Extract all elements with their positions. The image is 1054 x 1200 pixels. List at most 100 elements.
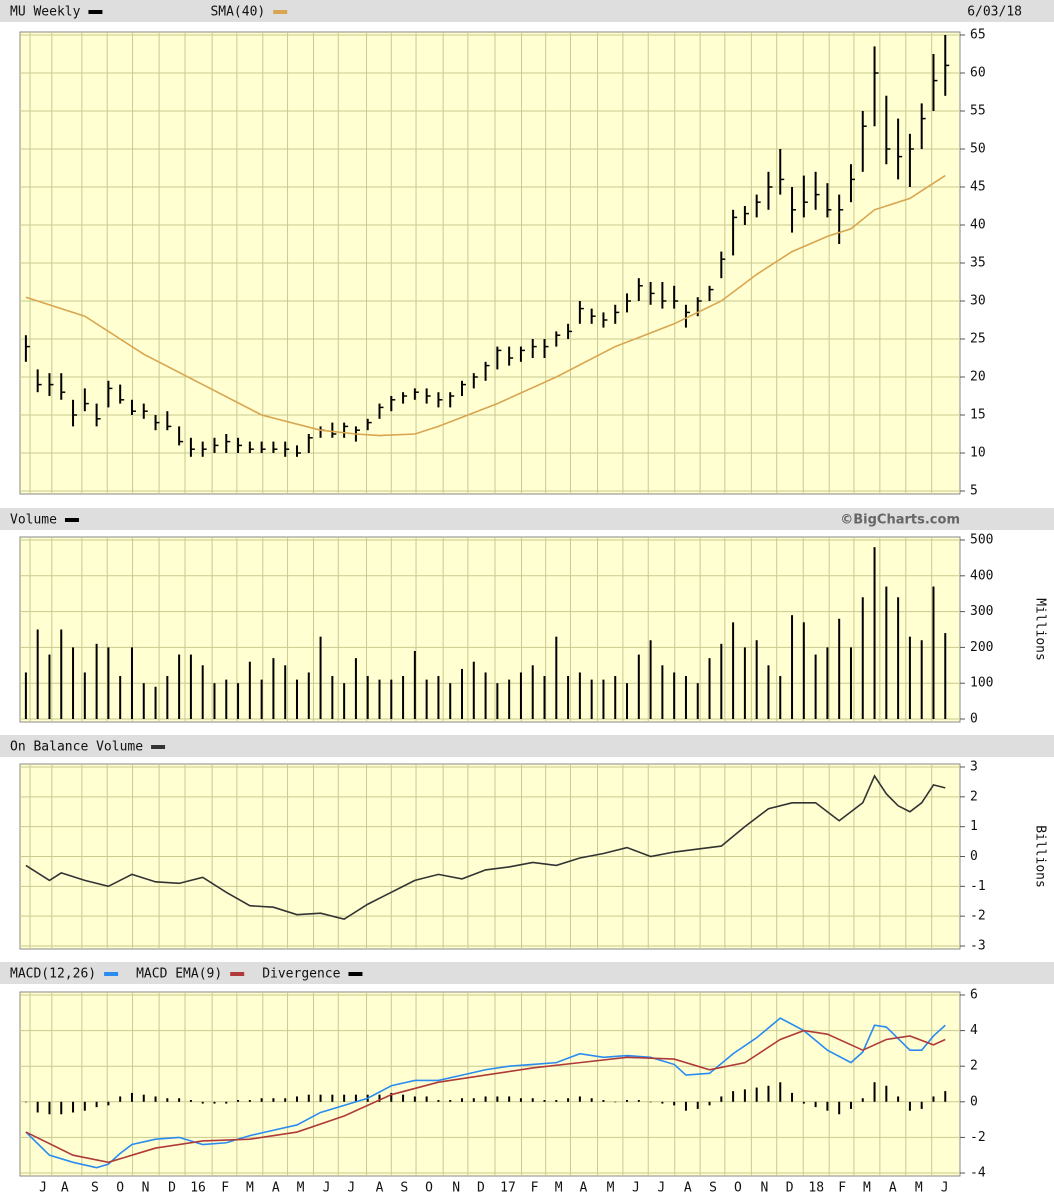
y-axis-label: Millions bbox=[1033, 598, 1048, 661]
y-tick-label: 4 bbox=[970, 1023, 978, 1038]
legend-label: Divergence bbox=[262, 967, 340, 982]
bar bbox=[908, 1101, 911, 1111]
bar bbox=[838, 1101, 841, 1115]
x-tick-label: F bbox=[531, 1181, 539, 1196]
bar bbox=[531, 665, 534, 719]
bar bbox=[237, 683, 240, 719]
bar bbox=[684, 676, 687, 719]
x-tick-label: N bbox=[452, 1181, 460, 1196]
legend-label: MACD EMA(9) bbox=[136, 967, 222, 982]
bar bbox=[178, 654, 181, 719]
bar bbox=[508, 679, 511, 719]
plot-area bbox=[19, 991, 961, 1177]
bar bbox=[307, 1094, 310, 1102]
bar bbox=[72, 647, 75, 719]
bar bbox=[649, 1101, 652, 1103]
bar bbox=[95, 1101, 98, 1108]
bar bbox=[354, 1094, 357, 1102]
y-tick-label: 300 bbox=[970, 604, 993, 619]
x-tick-label: M bbox=[863, 1181, 871, 1196]
y-tick-label: 35 bbox=[970, 256, 986, 271]
x-tick-label: D bbox=[477, 1181, 485, 1196]
y-tick-label: -1 bbox=[970, 879, 986, 894]
x-tick-label: J bbox=[323, 1181, 331, 1196]
y-tick-label: -2 bbox=[970, 909, 986, 924]
bar bbox=[543, 1100, 546, 1102]
bar bbox=[24, 1101, 27, 1103]
bar bbox=[83, 1101, 86, 1111]
y-tick-label: 20 bbox=[970, 370, 986, 385]
bar bbox=[24, 672, 27, 719]
bar bbox=[649, 640, 652, 719]
x-tick-label: M bbox=[607, 1181, 615, 1196]
series-line bbox=[25, 774, 946, 921]
legend-label: SMA(40) bbox=[210, 5, 265, 20]
bar bbox=[814, 1101, 817, 1108]
bar bbox=[225, 1101, 228, 1104]
bar bbox=[36, 629, 39, 719]
y-tick-label: 55 bbox=[970, 104, 986, 119]
y-tick-label: 2 bbox=[970, 1059, 978, 1074]
panel-header bbox=[0, 962, 1054, 984]
bar bbox=[272, 658, 275, 719]
y-tick-label: 60 bbox=[970, 66, 986, 81]
bar bbox=[826, 647, 829, 719]
bar bbox=[260, 679, 263, 719]
bar bbox=[331, 676, 334, 719]
bar bbox=[519, 672, 522, 719]
bar bbox=[590, 1098, 593, 1102]
bar bbox=[567, 676, 570, 719]
x-tick-label: M bbox=[555, 1181, 563, 1196]
legend-label: MACD(12,26) bbox=[10, 967, 96, 982]
bar bbox=[555, 1100, 558, 1102]
bar bbox=[142, 1094, 145, 1102]
y-tick-label: 40 bbox=[970, 218, 986, 233]
bar bbox=[590, 679, 593, 719]
bar bbox=[484, 672, 487, 719]
bar bbox=[673, 672, 676, 719]
x-tick-label: M bbox=[915, 1181, 923, 1196]
x-tick-label: A bbox=[889, 1181, 897, 1196]
bar bbox=[849, 1101, 852, 1109]
credit: ©BigCharts.com bbox=[840, 513, 960, 528]
y-tick-label: 5 bbox=[970, 484, 978, 499]
y-tick-label: 2 bbox=[970, 789, 978, 804]
x-tick-label: N bbox=[142, 1181, 150, 1196]
bar bbox=[425, 1096, 428, 1102]
bar bbox=[248, 1100, 251, 1102]
bar bbox=[130, 1092, 133, 1102]
x-tick-label: A bbox=[272, 1181, 280, 1196]
bar bbox=[614, 1101, 617, 1103]
bar bbox=[696, 683, 699, 719]
y-tick-label: 0 bbox=[970, 1094, 978, 1109]
bar bbox=[378, 679, 381, 719]
bar bbox=[743, 1089, 746, 1102]
y-tick-label: 0 bbox=[970, 849, 978, 864]
plot-area bbox=[19, 536, 961, 723]
bar bbox=[767, 1085, 770, 1102]
bar bbox=[201, 1101, 204, 1104]
bar bbox=[354, 658, 357, 719]
bar bbox=[201, 665, 204, 719]
y-tick-label: 50 bbox=[970, 142, 986, 157]
bar bbox=[413, 650, 416, 719]
bar bbox=[107, 647, 110, 719]
bar bbox=[732, 1091, 735, 1102]
bar bbox=[402, 676, 405, 719]
bar bbox=[36, 1101, 39, 1113]
x-tick-label: A bbox=[376, 1181, 384, 1196]
bar bbox=[684, 1101, 687, 1111]
x-tick-label: J bbox=[347, 1181, 355, 1196]
bar bbox=[213, 1101, 216, 1104]
x-tick-label: J bbox=[39, 1181, 47, 1196]
bar bbox=[873, 1082, 876, 1102]
bar bbox=[673, 1101, 676, 1106]
legend-label: MU Weekly bbox=[10, 5, 81, 20]
bar bbox=[189, 654, 192, 719]
x-tick-label: J bbox=[657, 1181, 665, 1196]
y-tick-label: 0 bbox=[970, 712, 978, 727]
bar bbox=[661, 1101, 664, 1104]
bar bbox=[154, 686, 157, 719]
x-tick-label: O bbox=[116, 1181, 124, 1196]
